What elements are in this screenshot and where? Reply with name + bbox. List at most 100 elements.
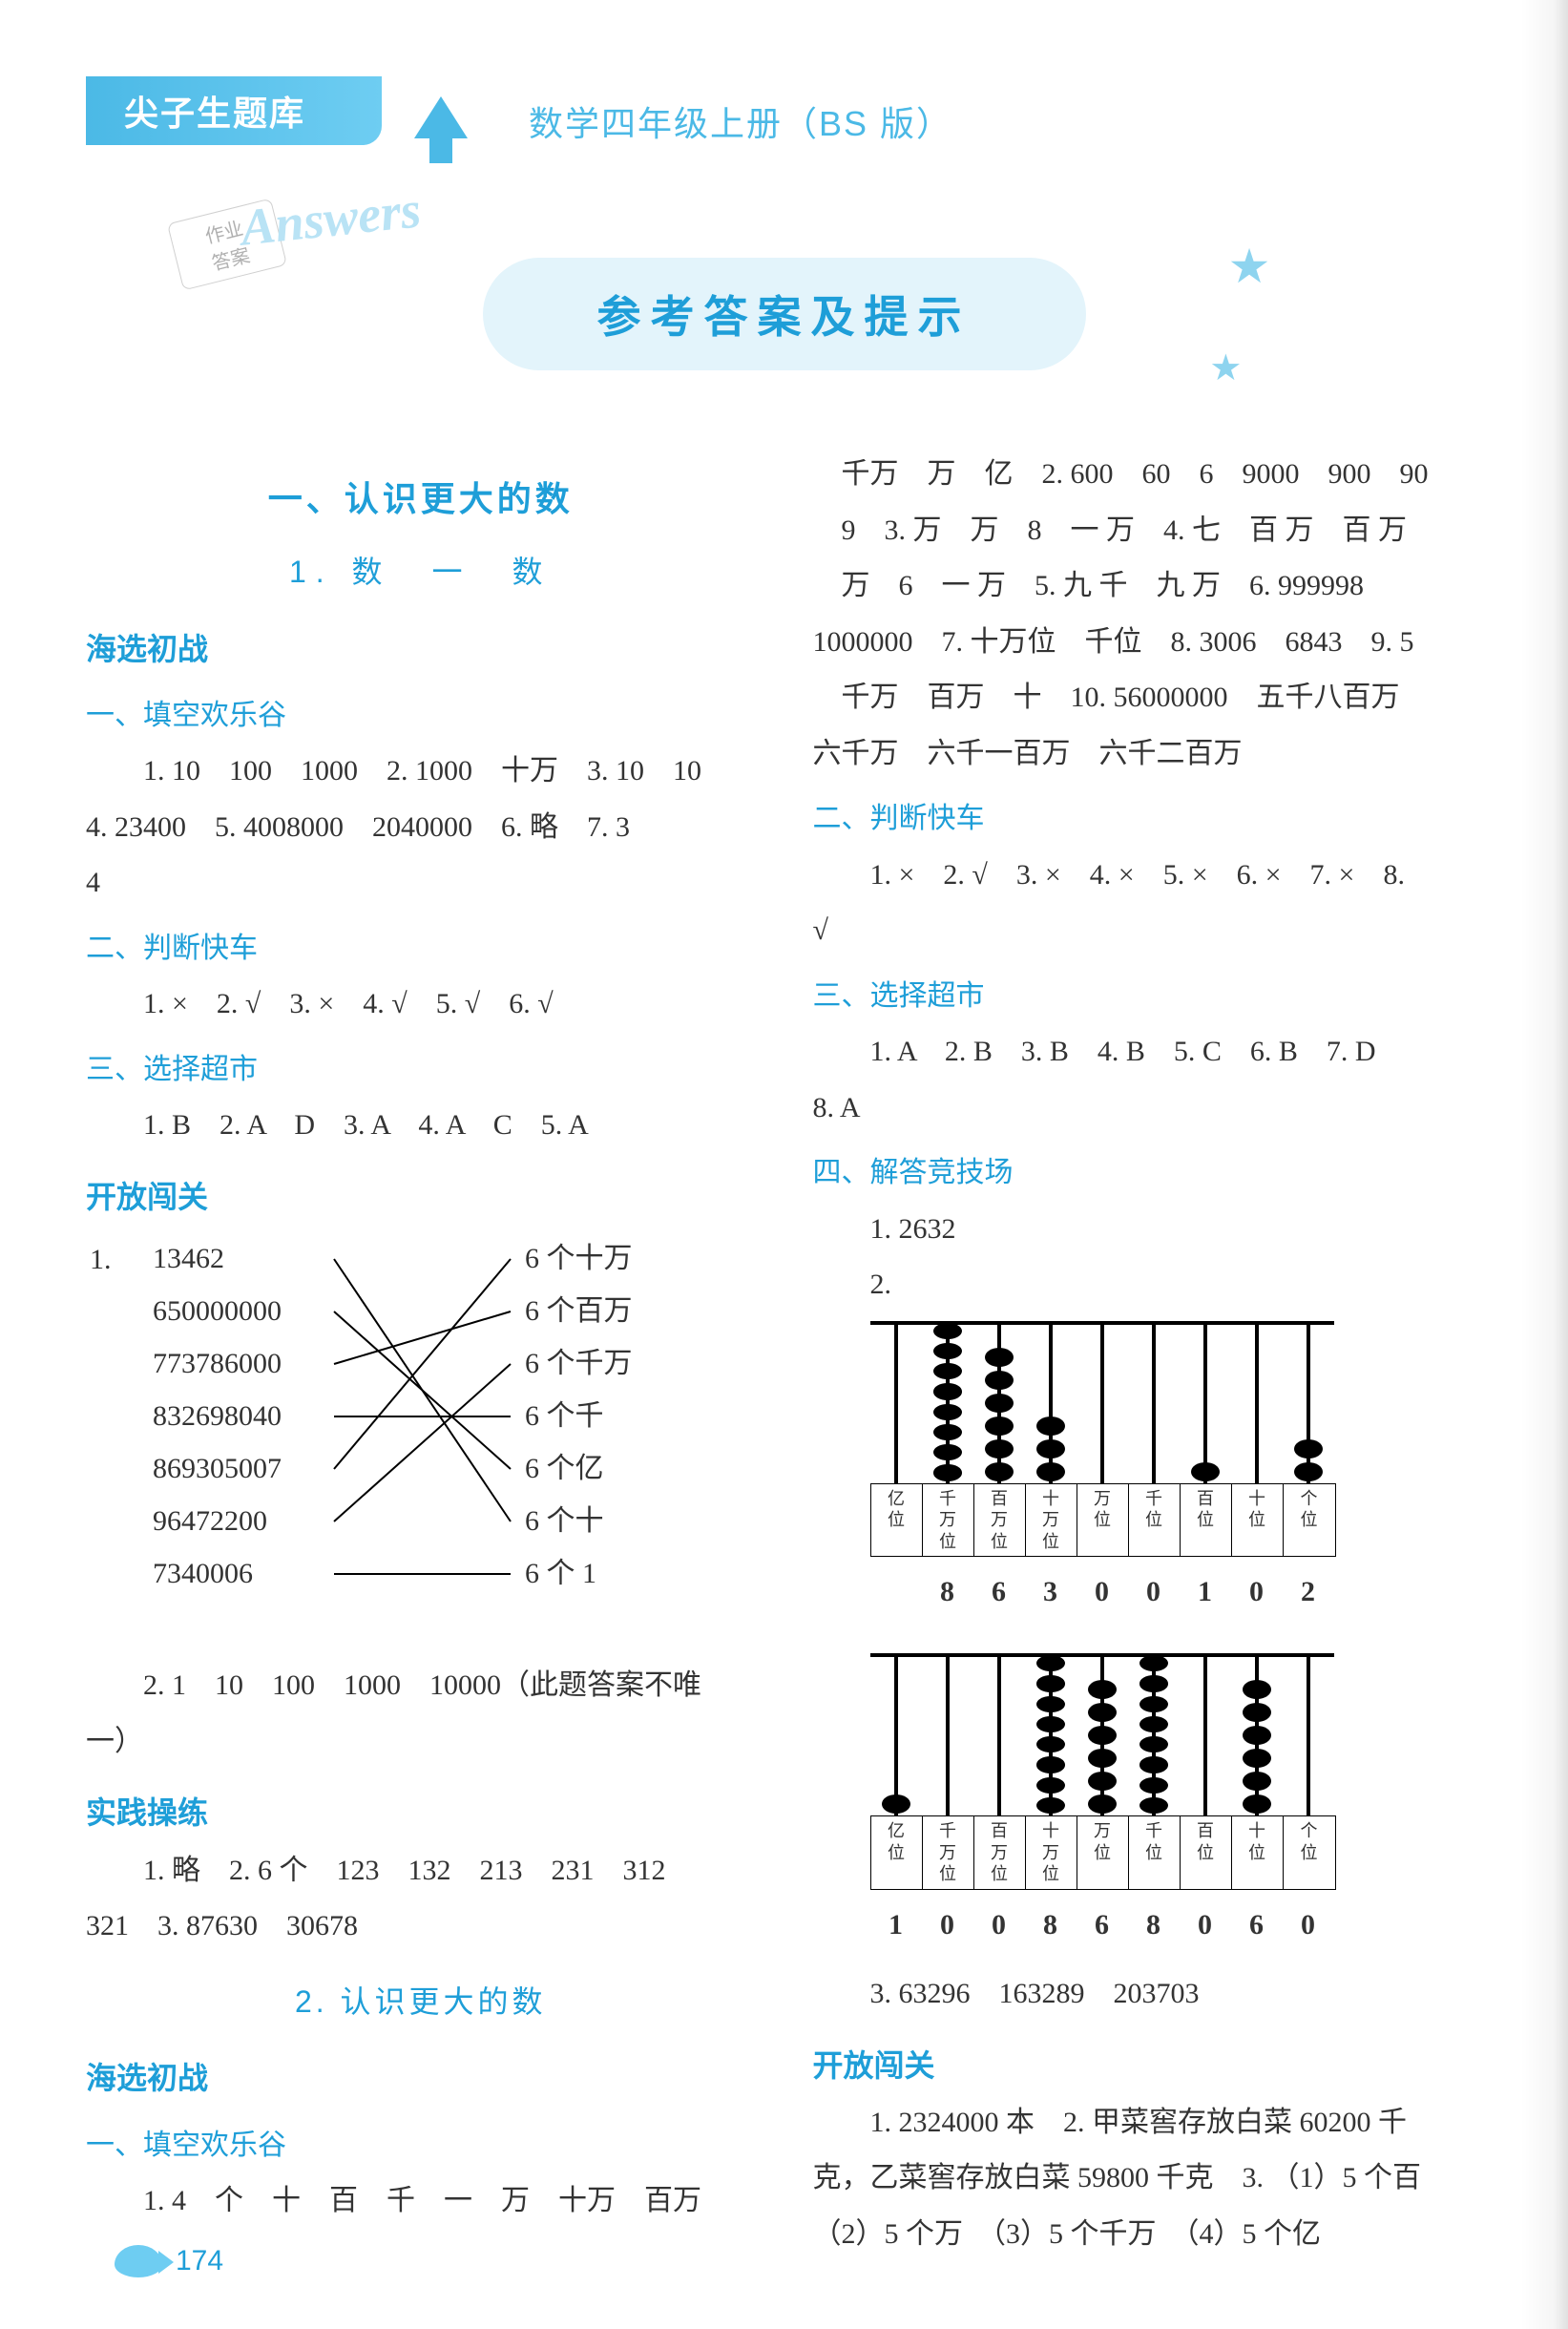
group-head: 一、填空欢乐谷 (86, 688, 756, 745)
abacus-bead (1036, 1675, 1065, 1691)
abacus-bead (933, 1424, 962, 1440)
abacus-bead (1243, 1794, 1271, 1814)
sub-head-kaifang: 开放闯关 (86, 1167, 756, 1227)
abacus-bead (985, 1348, 1014, 1367)
abacus-value: 0 (1231, 1564, 1283, 1621)
abacus-bead (1139, 1777, 1168, 1794)
abacus-bead (1139, 1716, 1168, 1732)
group-head: 四、解答竞技场 (813, 1145, 1483, 1202)
abacus-1: 亿位千万位百万位十万位万位千位百位十位个位86300102 (870, 1321, 1483, 1641)
abacus-column (1231, 1653, 1283, 1815)
abacus-place-label: 千位 (1129, 1484, 1181, 1557)
abacus-bead (1088, 1726, 1117, 1745)
abacus-value: 8 (922, 1564, 973, 1621)
abacus-bead (933, 1404, 962, 1420)
abacus-bead (1243, 1703, 1271, 1722)
abacus-place-label: 十位 (1232, 1484, 1284, 1557)
series-title: 尖子生题库 (86, 76, 382, 145)
answer-line: 1. B 2. A D 3. A 4. A C 5. A (86, 1098, 756, 1154)
abacus-place-label: 百位 (1181, 1816, 1232, 1889)
abacus-place-label: 百万位 (974, 1484, 1026, 1557)
answer-line: 1. 2632 (813, 1202, 1483, 1258)
abacus-place-label: 百位 (1181, 1484, 1232, 1557)
group-head: 三、选择超市 (86, 1042, 756, 1099)
answer-line: 4. 23400 5. 4008000 2040000 6. 略 7. 3 (86, 800, 756, 856)
abacus-column (1231, 1321, 1283, 1483)
abacus-bead (933, 1383, 962, 1399)
abacus-bead (985, 1462, 1014, 1481)
abacus-bead (1088, 1680, 1117, 1699)
abacus-column (973, 1321, 1025, 1483)
abacus-bead (1088, 1703, 1117, 1722)
abacus-bead (1243, 1772, 1271, 1791)
left-column: 一、认识更大的数 1. 数 一 数 海选初战 一、填空欢乐谷 1. 10 100… (86, 447, 756, 2262)
abacus-place-label: 亿位 (871, 1816, 923, 1889)
abacus-value: 6 (1077, 1898, 1128, 1954)
abacus-bead (933, 1464, 962, 1480)
answer-line: 千万 百万 十 10. 56000000 五千八百万 (813, 670, 1483, 726)
abacus-place-label: 千万位 (923, 1484, 974, 1557)
abacus-bead (1191, 1462, 1220, 1481)
abacus-bead (1036, 1756, 1065, 1773)
abacus-value: 1 (1180, 1564, 1231, 1621)
abacus-bead (1243, 1680, 1271, 1699)
abacus-bead (1243, 1749, 1271, 1768)
abacus-bead (985, 1416, 1014, 1436)
page-number: 174 (176, 2245, 223, 2277)
answers-banner: 作业 答案 Answers 参考答案及提示 ★ ★ (355, 258, 1214, 370)
sub-head-kaifang: 开放闯关 (813, 2036, 1483, 2095)
abacus-value: 2 (1283, 1564, 1334, 1621)
abacus-bead (933, 1323, 962, 1339)
abacus-bead (1036, 1696, 1065, 1712)
match-number: 1. (90, 1232, 112, 1289)
answer-line: 1. A 2. B 3. B 4. B 5. C 6. B 7. D (813, 1024, 1483, 1081)
abacus-place-label: 个位 (1284, 1484, 1335, 1557)
answer-line: 3. 63296 163289 203703 (813, 1966, 1483, 2023)
abacus-column (870, 1653, 922, 1815)
right-column: 千万 万 亿 2. 600 60 6 9000 900 90 9 3. 万 万 … (813, 447, 1483, 2262)
abacus-bead (1036, 1797, 1065, 1814)
abacus-column (1025, 1321, 1077, 1483)
sub-head-haixuan: 海选初战 (86, 619, 756, 679)
abacus-column (1283, 1653, 1334, 1815)
content-columns: 一、认识更大的数 1. 数 一 数 海选初战 一、填空欢乐谷 1. 10 100… (86, 447, 1482, 2262)
abacus-2: 亿位千万位百万位十万位万位千位百位十位个位100868060 (870, 1653, 1483, 1953)
abacus-column (922, 1653, 973, 1815)
answer-line: 4 (86, 855, 756, 912)
group-head: 一、填空欢乐谷 (86, 2118, 756, 2174)
abacus-place-label: 万位 (1077, 1484, 1129, 1557)
abacus-place-label: 十万位 (1026, 1484, 1077, 1557)
answer-line: （2）5 个万 （3）5 个千万 （4）5 个亿 (813, 2207, 1483, 2263)
abacus-bead (1036, 1777, 1065, 1794)
answer-line: 一） (86, 1714, 756, 1771)
abacus-place-label: 千万位 (923, 1816, 974, 1889)
answer-line: 1. × 2. √ 3. × 4. × 5. × 6. × 7. × 8. (813, 848, 1483, 904)
group-head: 二、判断快车 (813, 791, 1483, 848)
abacus-place-label: 万位 (1077, 1816, 1129, 1889)
answer-line: 万 6 一 万 5. 九 千 九 万 6. 999998 (813, 558, 1483, 615)
abacus-bead (1294, 1439, 1323, 1458)
answer-line: 1. 略 2. 6 个 123 132 213 231 312 (86, 1843, 756, 1899)
abacus-bead (933, 1343, 962, 1359)
abacus-bead (1036, 1655, 1065, 1671)
abacus-bead (1139, 1675, 1168, 1691)
answers-script: Answers (238, 179, 424, 257)
abacus-column (1180, 1653, 1231, 1815)
answer-line: 1. 10 100 1000 2. 1000 十万 3. 10 10 (86, 744, 756, 800)
chapter-title: 一、认识更大的数 (86, 466, 756, 533)
abacus-column (1077, 1321, 1128, 1483)
abacus-value: 8 (1025, 1898, 1077, 1954)
abacus-bead (1088, 1772, 1117, 1791)
abacus-place-label: 个位 (1284, 1816, 1335, 1889)
group-head: 三、选择超市 (813, 969, 1483, 1025)
header-bar: 尖子生题库 数学四年级上册（BS 版） (86, 76, 1482, 143)
abacus-bead (933, 1444, 962, 1460)
abacus-column (973, 1653, 1025, 1815)
abacus-value: 0 (1283, 1898, 1334, 1954)
abacus-value: 0 (973, 1898, 1025, 1954)
answer-line: 321 3. 87630 30678 (86, 1899, 756, 1955)
abacus-value (870, 1564, 922, 1621)
answers-title: 参考答案及提示 (597, 292, 972, 342)
abacus-bead (1139, 1736, 1168, 1752)
section-title: 1. 数 一 数 (86, 542, 756, 601)
